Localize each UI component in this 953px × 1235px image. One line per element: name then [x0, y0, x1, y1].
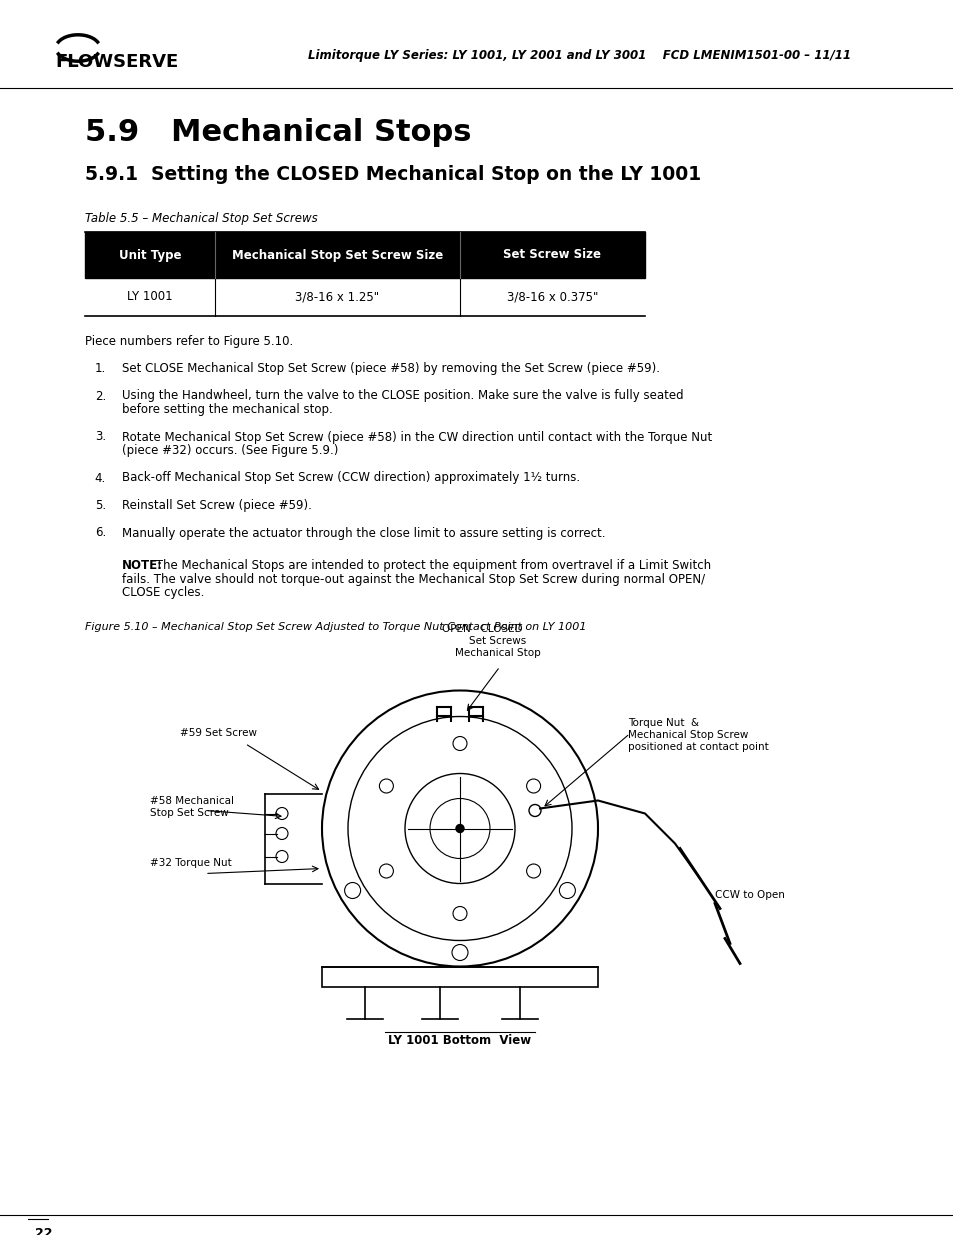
- Text: Piece numbers refer to Figure 5.10.: Piece numbers refer to Figure 5.10.: [85, 335, 293, 348]
- Text: Figure 5.10 – Mechanical Stop Set Screw Adjusted to Torque Nut Contact Point on : Figure 5.10 – Mechanical Stop Set Screw …: [85, 621, 586, 631]
- Text: #58 Mechanical: #58 Mechanical: [150, 797, 233, 806]
- Text: 2.: 2.: [94, 389, 106, 403]
- Text: FLOWSERVE: FLOWSERVE: [55, 53, 178, 70]
- Text: 5.9.1  Setting the CLOSED Mechanical Stop on the LY 1001: 5.9.1 Setting the CLOSED Mechanical Stop…: [85, 165, 700, 184]
- Text: Stop Set Screw: Stop Set Screw: [150, 809, 229, 819]
- Text: Set Screws: Set Screws: [469, 636, 526, 646]
- Text: positioned at contact point: positioned at contact point: [627, 741, 768, 752]
- Text: Mechanical Stop: Mechanical Stop: [455, 648, 540, 658]
- Text: 6.: 6.: [94, 526, 106, 540]
- Text: 3.: 3.: [94, 431, 106, 443]
- Text: Limitorque LY Series: LY 1001, LY 2001 and LY 3001    FCD LMENIM1501-00 – 11/11: Limitorque LY Series: LY 1001, LY 2001 a…: [308, 48, 851, 62]
- Text: LY 1001 Bottom  View: LY 1001 Bottom View: [388, 1034, 531, 1046]
- Text: #59 Set Screw: #59 Set Screw: [180, 729, 256, 739]
- Text: Unit Type: Unit Type: [118, 248, 181, 262]
- Text: Table 5.5 – Mechanical Stop Set Screws: Table 5.5 – Mechanical Stop Set Screws: [85, 212, 317, 225]
- Text: Rotate Mechanical Stop Set Screw (piece #58) in the CW direction until contact w: Rotate Mechanical Stop Set Screw (piece …: [122, 431, 712, 443]
- Text: before setting the mechanical stop.: before setting the mechanical stop.: [122, 403, 333, 416]
- Text: Manually operate the actuator through the close limit to assure setting is corre: Manually operate the actuator through th…: [122, 526, 605, 540]
- Text: fails. The valve should not torque-out against the Mechanical Stop Set Screw dur: fails. The valve should not torque-out a…: [122, 573, 704, 585]
- Text: 5.9   Mechanical Stops: 5.9 Mechanical Stops: [85, 119, 471, 147]
- Text: Torque Nut  &: Torque Nut &: [627, 718, 699, 727]
- Text: LY 1001: LY 1001: [127, 290, 172, 304]
- Text: Set CLOSE Mechanical Stop Set Screw (piece #58) by removing the Set Screw (piece: Set CLOSE Mechanical Stop Set Screw (pie…: [122, 362, 659, 375]
- Text: 22: 22: [35, 1228, 52, 1235]
- Text: CLOSE cycles.: CLOSE cycles.: [122, 585, 204, 599]
- Text: NOTE:: NOTE:: [122, 559, 163, 572]
- Text: Using the Handwheel, turn the valve to the CLOSE position. Make sure the valve i: Using the Handwheel, turn the valve to t…: [122, 389, 683, 403]
- Text: CCW to Open: CCW to Open: [714, 890, 784, 900]
- Bar: [85, 232, 644, 278]
- Text: Mechanical Stop Screw: Mechanical Stop Screw: [627, 730, 747, 740]
- Text: Back-off Mechanical Stop Set Screw (CCW direction) approximately 1½ turns.: Back-off Mechanical Stop Set Screw (CCW …: [122, 472, 579, 484]
- Text: 5.: 5.: [94, 499, 106, 513]
- Text: #32 Torque Nut: #32 Torque Nut: [150, 858, 232, 868]
- Text: 1.: 1.: [94, 362, 106, 375]
- Circle shape: [456, 825, 463, 832]
- Text: OPEN   CLOSED: OPEN CLOSED: [441, 625, 521, 635]
- Text: Mechanical Stop Set Screw Size: Mechanical Stop Set Screw Size: [232, 248, 442, 262]
- Text: 3/8-16 x 0.375": 3/8-16 x 0.375": [506, 290, 598, 304]
- Text: Reinstall Set Screw (piece #59).: Reinstall Set Screw (piece #59).: [122, 499, 312, 513]
- Text: (piece #32) occurs. (See Figure 5.9.): (piece #32) occurs. (See Figure 5.9.): [122, 445, 338, 457]
- Text: Set Screw Size: Set Screw Size: [503, 248, 601, 262]
- Text: The Mechanical Stops are intended to protect the equipment from overtravel if a : The Mechanical Stops are intended to pro…: [152, 559, 710, 572]
- Text: 3/8-16 x 1.25": 3/8-16 x 1.25": [295, 290, 379, 304]
- Text: 4.: 4.: [94, 472, 106, 484]
- Bar: [322, 967, 598, 987]
